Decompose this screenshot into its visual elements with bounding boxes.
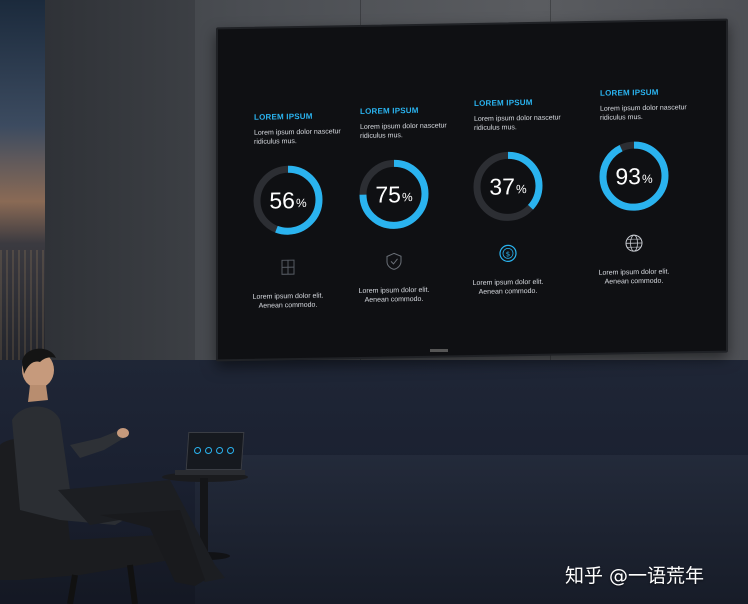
gauge-value: 75 <box>375 180 401 208</box>
gauge-unit: % <box>401 190 413 205</box>
carpet-floor-front <box>195 455 748 604</box>
progress-ring-fill <box>473 151 543 221</box>
globe-icon <box>625 234 643 252</box>
gauge-value: 56 <box>269 186 295 214</box>
card-title: LOREM IPSUM <box>474 97 533 108</box>
card-description: Lorem ipsum dolor nascetur ridiculus mus… <box>600 104 687 122</box>
card-title: LOREM IPSUM <box>600 87 659 98</box>
stat-card: LOREM IPSUM Lorem ipsum dolor nascetur r… <box>359 105 470 304</box>
card-description: Lorem ipsum dolor nascetur ridiculus mus… <box>360 122 447 140</box>
card-description: Lorem ipsum dolor nascetur ridiculus mus… <box>254 128 341 146</box>
stat-card: LOREM IPSUM Lorem ipsum dolor nascetur r… <box>253 111 364 310</box>
wall-pillar <box>45 0 195 400</box>
progress-ring-fill <box>599 141 669 211</box>
card-title: LOREM IPSUM <box>254 111 313 122</box>
progress-ring <box>253 165 323 235</box>
dollar-coin-icon: $ <box>499 244 517 262</box>
card-description: Lorem ipsum dolor nascetur ridiculus mus… <box>474 114 561 132</box>
shield-check-icon <box>386 252 402 270</box>
gauge-unit: % <box>641 171 653 187</box>
progress-ring <box>473 151 543 221</box>
laptop-base <box>175 470 245 475</box>
seated-person <box>0 348 225 604</box>
side-table <box>162 472 248 482</box>
progress-ring <box>359 159 429 229</box>
stat-card: LOREM IPSUM Lorem ipsum dolor nascetur r… <box>599 87 710 286</box>
card-footer: Lorem ipsum dolor elit. Aenean commodo. <box>472 278 544 296</box>
card-title: LOREM IPSUM <box>360 105 419 116</box>
gauge-value: 37 <box>489 172 515 200</box>
progress-ring <box>599 141 669 211</box>
card-footer: Lorem ipsum dolor elit. Aenean commodo. <box>358 286 430 304</box>
tv-indicator <box>430 349 448 352</box>
progress-ring-fill <box>253 165 323 235</box>
gauge-unit: % <box>295 195 307 211</box>
card-footer: Lorem ipsum dolor elit. Aenean commodo. <box>252 292 324 310</box>
card-footer: Lorem ipsum dolor elit. Aenean commodo. <box>598 268 670 286</box>
svg-text:$: $ <box>506 250 510 258</box>
progress-ring-fill <box>359 159 429 229</box>
watermark: 知乎 @一语荒年 <box>565 565 705 587</box>
stat-card: LOREM IPSUM Lorem ipsum dolor nascetur r… <box>473 97 584 296</box>
side-table-leg <box>200 478 208 558</box>
wall-tv: LOREM IPSUM Lorem ipsum dolor nascetur r… <box>216 18 728 362</box>
server-icon <box>281 259 295 275</box>
gauge-unit: % <box>515 182 527 197</box>
gauge-value: 93 <box>615 162 641 189</box>
